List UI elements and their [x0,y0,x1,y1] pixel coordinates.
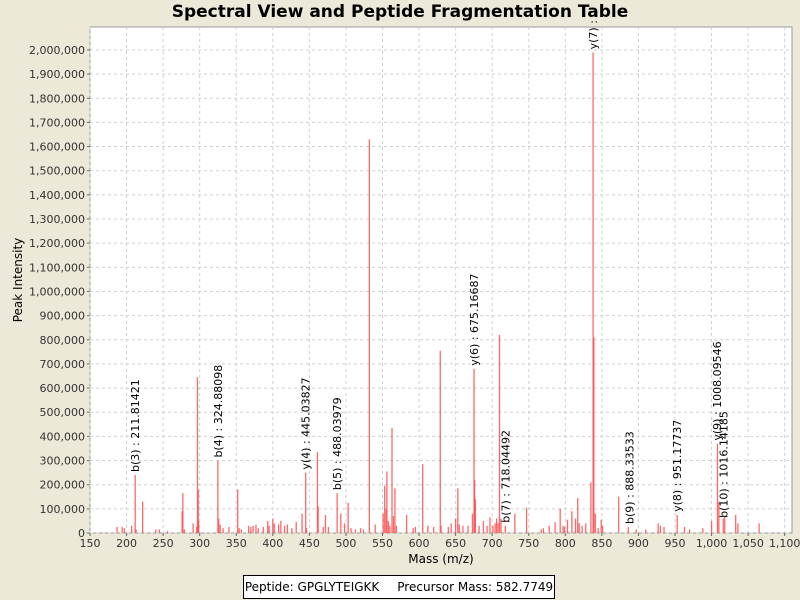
peak-annotation: b(5) : 488.03979 [331,397,344,490]
x-tick-label: 850 [591,537,612,550]
y-tick-label: 2,000,000 [29,44,85,57]
peptide-info-box: Peptide: GPGLYTEIGKK Precursor Mass: 582… [243,575,555,599]
x-tick-label: 550 [372,537,393,550]
y-tick-label: 300,000 [40,455,86,468]
y-tick-label: 700,000 [40,358,86,371]
x-tick-label: 900 [628,537,649,550]
x-tick-label: 600 [409,537,430,550]
peak-annotation: y(7) : [587,20,600,49]
y-tick-label: 1,200,000 [29,237,85,250]
x-tick-label: 200 [116,537,137,550]
peak-annotation: b(4) : 324.88098 [212,365,225,458]
peptide-label: Peptide: GPGLYTEIGKK [244,580,380,594]
plot-area [89,26,793,534]
chart-title: Spectral View and Peptide Fragmentation … [171,2,629,22]
y-tick-label: 1,900,000 [29,68,85,81]
x-tick-label: 800 [555,537,576,550]
y-tick-label: 400,000 [40,430,86,443]
peak-annotation: y(9) : 1008.09546 [711,341,724,440]
x-tick-label: 750 [518,537,539,550]
y-tick-label: 1,400,000 [29,189,85,202]
peak-annotation: b(9) : 888.33533 [624,431,637,524]
peak-annotation: y(4) : 445.03827 [300,377,313,469]
peak-annotation: b(3) : 211.81421 [129,379,142,472]
y-tick-label: 1,600,000 [29,141,85,154]
peak-annotation: y(8) : 951.17737 [671,420,684,512]
y-tick-label: 100,000 [40,503,86,516]
y-tick-label: 0 [78,527,85,540]
precursor-mass-label: Precursor Mass: 582.7749 [397,580,554,594]
spectrum-chart: 0 100,000 200,000 300,000 400,000 500,000 600,… [11,20,800,566]
y-tick-label: 1,300,000 [29,213,85,226]
y-tick-label: 200,000 [40,479,86,492]
y-tick-label: 1,800,000 [29,92,85,105]
x-tick-label: 1,000 [696,537,728,550]
peak-annotation: y(6) : 675.16687 [468,273,481,365]
x-tick-label: 400 [262,537,283,550]
peak-annotation: b(7) : 718.04492 [500,430,513,523]
y-tick-label: 1,000,000 [29,285,85,298]
x-tick-label: 1,050 [732,537,764,550]
x-tick-label: 1,100 [769,537,800,550]
y-tick-label: 600,000 [40,382,86,395]
x-tick-label: 300 [189,537,210,550]
y-tick-label: 900,000 [40,310,86,323]
y-tick-label: 1,100,000 [29,261,85,274]
x-tick-label: 450 [299,537,320,550]
peak-annotation: b(10) : 1016.14185 [718,411,731,518]
y-tick-label: 1,500,000 [29,165,85,178]
x-tick-label: 150 [80,537,101,550]
x-axis-label: Mass (m/z) [408,552,473,566]
y-tick-label: 500,000 [40,406,86,419]
x-tick-label: 950 [665,537,686,550]
x-tick-label: 500 [335,537,356,550]
y-tick-label: 1,700,000 [29,116,85,129]
x-tick-label: 700 [482,537,503,550]
y-tick-label: 800,000 [40,334,86,347]
x-tick-label: 350 [226,537,247,550]
y-axis-label: Peak Intensity [11,238,25,323]
x-tick-label: 250 [153,537,174,550]
x-tick-label: 650 [445,537,466,550]
